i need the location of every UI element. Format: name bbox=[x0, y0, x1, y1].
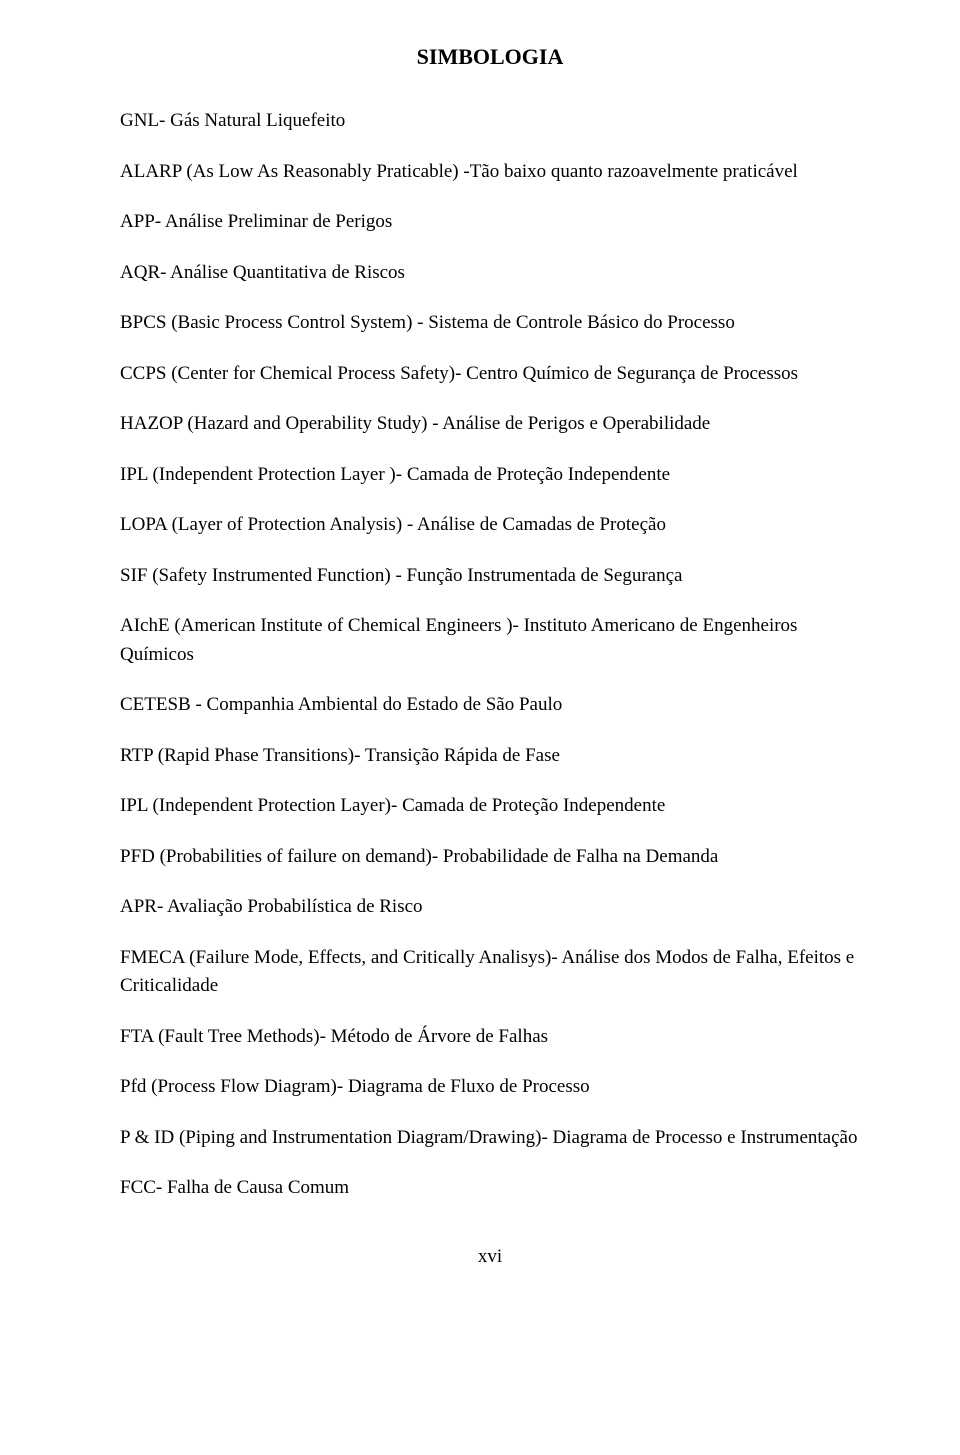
definition-entry: FTA (Fault Tree Methods)- Método de Árvo… bbox=[120, 1023, 860, 1052]
definition-entry: FCC- Falha de Causa Comum bbox=[120, 1174, 860, 1203]
definition-entry: APP- Análise Preliminar de Perigos bbox=[120, 208, 860, 237]
definition-entry: ALARP (As Low As Reasonably Praticable) … bbox=[120, 158, 860, 187]
definition-entry: FMECA (Failure Mode, Effects, and Critic… bbox=[120, 944, 860, 1001]
definition-entry: GNL- Gás Natural Liquefeito bbox=[120, 107, 860, 136]
definition-entry: CCPS (Center for Chemical Process Safety… bbox=[120, 360, 860, 389]
definition-entry: CETESB - Companhia Ambiental do Estado d… bbox=[120, 691, 860, 720]
definition-entry: BPCS (Basic Process Control System) - Si… bbox=[120, 309, 860, 338]
definition-entry: LOPA (Layer of Protection Analysis) - An… bbox=[120, 511, 860, 540]
definition-entry: APR- Avaliação Probabilística de Risco bbox=[120, 893, 860, 922]
definition-entry: RTP (Rapid Phase Transitions)- Transição… bbox=[120, 742, 860, 771]
definition-entry: Pfd (Process Flow Diagram)- Diagrama de … bbox=[120, 1073, 860, 1102]
document-page: SIMBOLOGIA GNL- Gás Natural Liquefeito A… bbox=[0, 0, 960, 1455]
page-title: SIMBOLOGIA bbox=[120, 40, 860, 73]
definition-entry: IPL (Independent Protection Layer)- Cama… bbox=[120, 792, 860, 821]
definition-entry: PFD (Probabilities of failure on demand)… bbox=[120, 843, 860, 872]
definition-entry: SIF (Safety Instrumented Function) - Fun… bbox=[120, 562, 860, 591]
page-number: xvi bbox=[120, 1243, 860, 1272]
definitions-list: GNL- Gás Natural Liquefeito ALARP (As Lo… bbox=[120, 107, 860, 1203]
definition-entry: P & ID (Piping and Instrumentation Diagr… bbox=[120, 1124, 860, 1153]
definition-entry: AIchE (American Institute of Chemical En… bbox=[120, 612, 860, 669]
definition-entry: AQR- Análise Quantitativa de Riscos bbox=[120, 259, 860, 288]
definition-entry: HAZOP (Hazard and Operability Study) - A… bbox=[120, 410, 860, 439]
definition-entry: IPL (Independent Protection Layer )- Cam… bbox=[120, 461, 860, 490]
